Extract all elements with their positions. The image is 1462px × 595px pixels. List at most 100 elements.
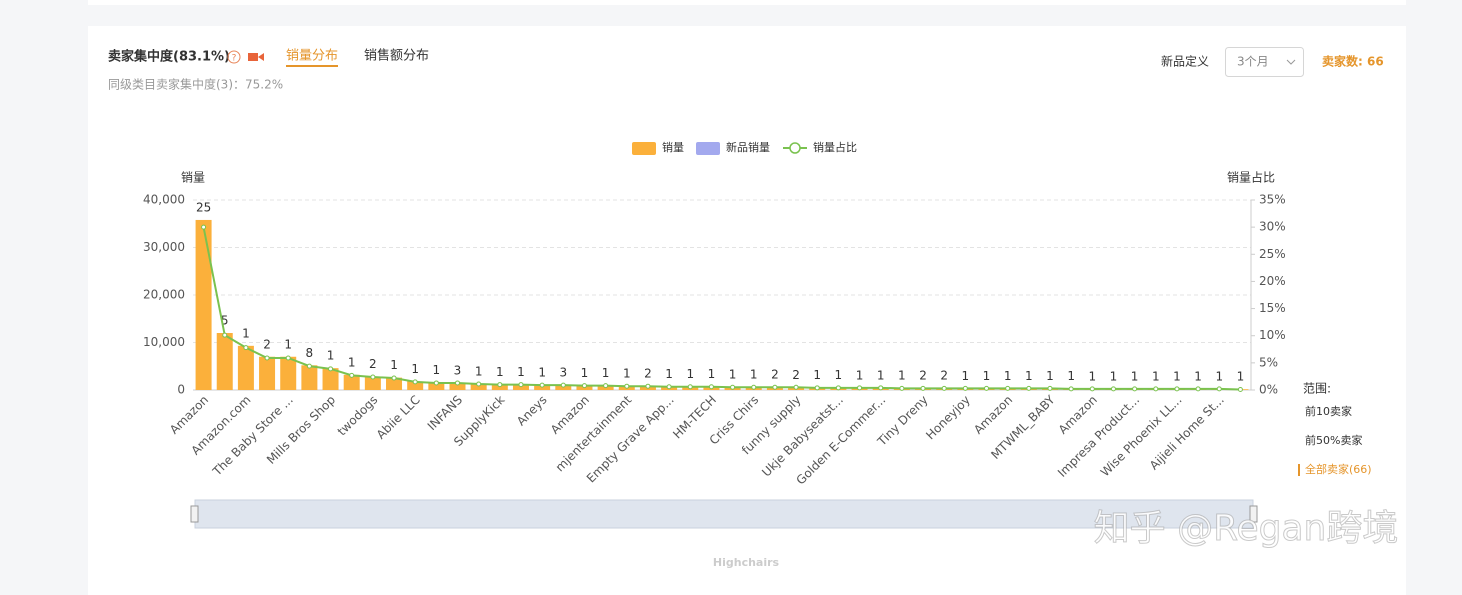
share-point [391,375,397,381]
bar [386,377,403,390]
y2-axis-title: 销量占比 [1227,170,1275,185]
tab-underline [286,65,338,67]
data-label: 8 [306,346,314,360]
share-point [1026,385,1032,391]
select[interactable] [1225,47,1304,77]
data-label: 1 [411,362,419,376]
share-point [1068,386,1074,392]
y-tick-label: 10,000 [143,335,185,349]
y2-tick-label: 25% [1259,247,1286,261]
range-title: 范围: [1303,382,1331,396]
share-point [645,383,651,389]
data-label: 1 [1067,369,1075,383]
share-point [751,384,757,390]
share-point [1216,386,1222,392]
data-label: 2 [919,369,927,383]
share-point [306,363,312,369]
data-label: 1 [665,367,673,381]
bar [216,333,233,390]
range-option[interactable]: 前10卖家 [1305,404,1352,418]
share-point [1237,386,1243,392]
bar [428,382,445,390]
share-point [857,385,863,391]
y2-tick-label: 0% [1259,383,1278,397]
data-label: 2 [771,368,779,382]
share-point [476,381,482,387]
select-arrow [1286,59,1296,65]
navigator-label: Highchairs [713,556,780,569]
share-point [1174,386,1180,392]
share-point [370,374,376,380]
data-label: 1 [242,326,250,340]
share-point [878,385,884,391]
data-label: 1 [686,367,694,381]
share-point [624,383,630,389]
range-option[interactable]: 前50%卖家 [1305,433,1362,447]
share-point [962,385,968,391]
tab-active[interactable]: 销量分布 [286,49,338,64]
share-point [264,355,270,361]
nav-handle[interactable] [1249,505,1258,523]
y-axis-title: 销量 [181,171,205,185]
data-label: 2 [644,367,652,381]
data-label: 25 [196,200,211,214]
share-point [941,385,947,391]
share-point [687,384,693,390]
data-label: 1 [348,355,356,369]
data-label: 1 [327,349,335,363]
bar [322,368,339,390]
share-point [243,345,249,351]
share-point [984,385,989,391]
bar [259,356,276,390]
data-label: 1 [284,337,292,351]
share-point [222,332,228,338]
share-point [1132,386,1138,392]
share-point [708,384,714,390]
data-label: 1 [835,368,843,382]
legend-swatch [696,142,720,155]
help-q: ? [232,54,237,64]
range-marker [1298,464,1300,476]
data-label: 1 [1215,370,1223,384]
nav-handle[interactable] [190,505,199,523]
tab[interactable]: 销售额分布 [364,48,429,64]
share-point [349,372,355,378]
share-point [201,224,207,230]
select-value: 3个月 [1237,55,1269,69]
share-point [433,380,439,386]
data-label: 1 [708,367,716,381]
share-point [1005,385,1011,391]
data-label: 1 [538,365,546,379]
data-label: 1 [517,365,525,379]
data-label: 1 [433,363,441,377]
bar [470,383,487,390]
share-point [412,379,418,385]
data-label: 2 [940,369,948,383]
legend-swatch [632,142,656,155]
y2-tick-label: 5% [1259,355,1278,369]
legend-label: 销量占比 [813,140,857,154]
data-label: 1 [1237,370,1245,384]
prev-card [88,0,1406,5]
video-icon[interactable] [248,53,258,61]
bar [407,381,424,390]
share-point [772,384,778,390]
y2-tick-label: 20% [1259,274,1286,288]
y2-tick-label: 30% [1259,220,1286,234]
data-label: 2 [369,357,377,371]
share-point [285,355,291,361]
data-label: 1 [581,366,589,380]
legend-label: 销量 [662,140,684,154]
share-point [1089,386,1095,392]
help-icon[interactable] [227,50,241,64]
range-option[interactable]: 全部卖家(66) [1305,462,1372,476]
data-label: 1 [813,368,821,382]
data-label: 1 [1046,369,1054,383]
bar [280,356,297,390]
data-label: 1 [750,368,758,382]
bar [364,376,381,390]
data-label: 3 [559,366,567,380]
data-label: 1 [1152,369,1160,383]
legend-label: 新品销量 [726,140,770,154]
